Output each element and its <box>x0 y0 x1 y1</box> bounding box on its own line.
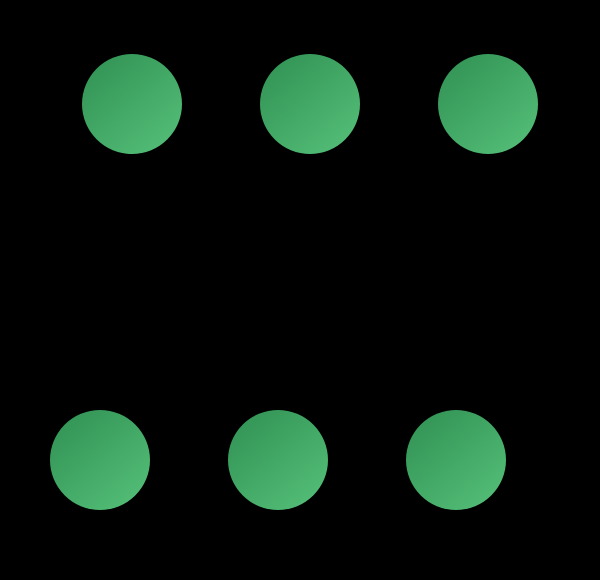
node-bottom-left <box>50 410 150 510</box>
node-top-middle <box>260 54 360 154</box>
node-bottom-right <box>406 410 506 510</box>
node-bottom-middle <box>228 410 328 510</box>
node-top-left <box>82 54 182 154</box>
node-top-right <box>438 54 538 154</box>
diagram-canvas <box>0 0 600 580</box>
